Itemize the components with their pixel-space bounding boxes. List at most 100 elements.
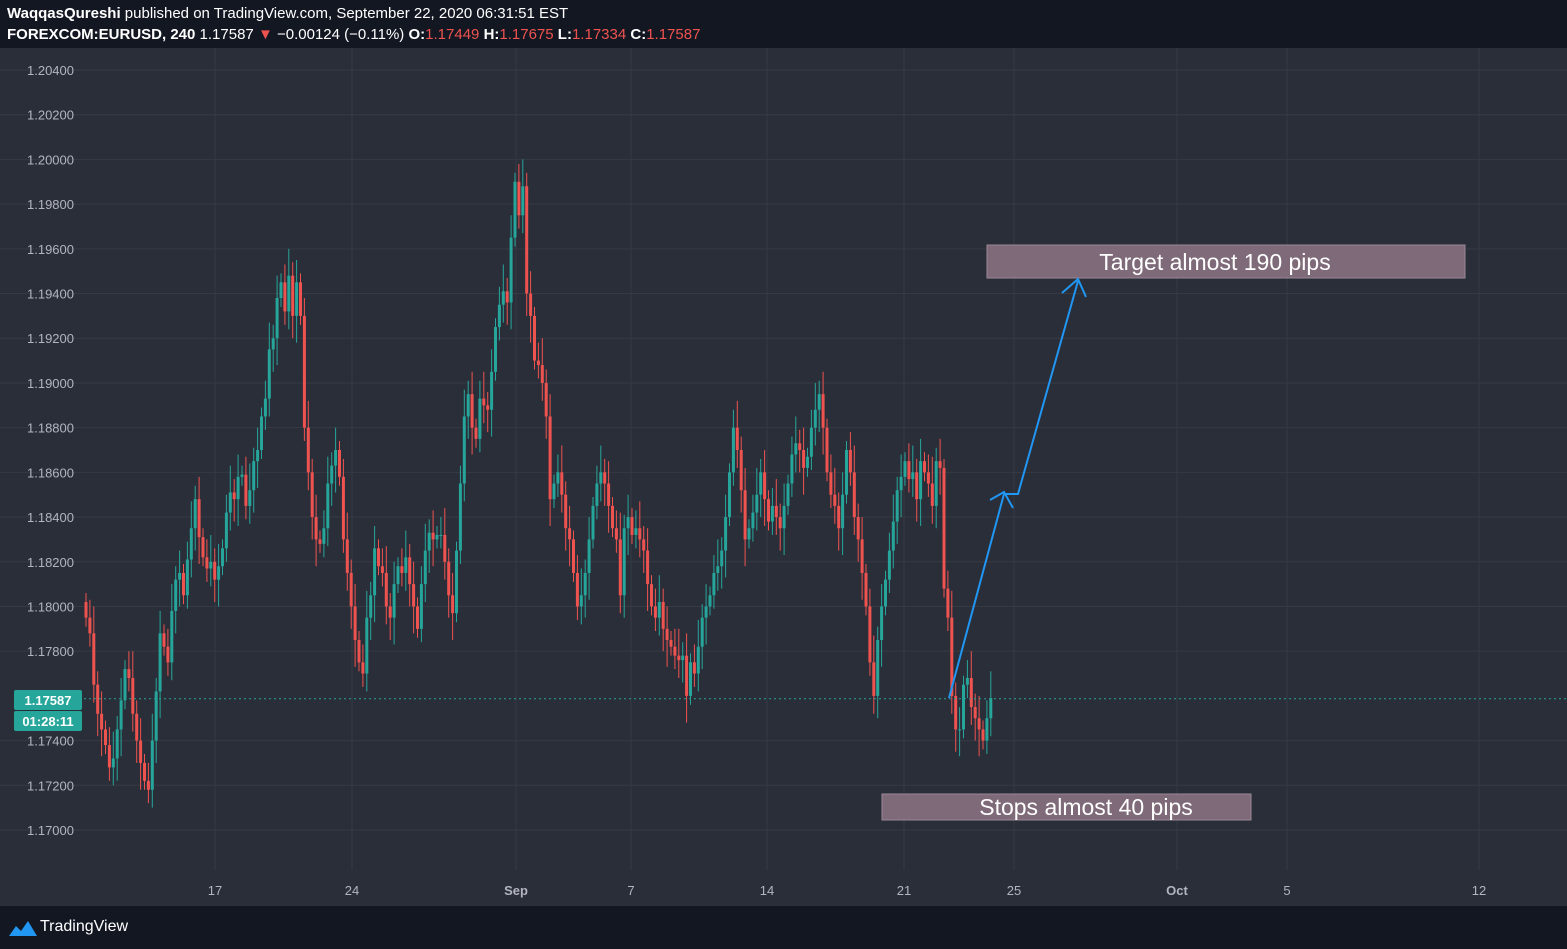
candle bbox=[852, 445, 856, 535]
candle-body bbox=[915, 472, 919, 500]
candle bbox=[404, 530, 408, 591]
y-tick-label: 1.18200 bbox=[27, 555, 74, 570]
candle bbox=[380, 548, 384, 587]
candle bbox=[942, 458, 946, 598]
candle-body bbox=[599, 472, 603, 484]
brand-name[interactable]: TradingView bbox=[40, 918, 129, 935]
candle-body bbox=[618, 539, 622, 596]
candle-body bbox=[848, 450, 852, 473]
y-tick-label: 1.19800 bbox=[27, 197, 74, 212]
candle bbox=[677, 628, 681, 678]
candle bbox=[419, 566, 423, 643]
candle bbox=[224, 494, 228, 562]
candle bbox=[708, 586, 712, 616]
candle bbox=[228, 465, 232, 531]
candle bbox=[724, 494, 728, 578]
candle bbox=[135, 700, 139, 763]
stop-box[interactable] bbox=[881, 793, 1252, 821]
candle-body bbox=[283, 282, 287, 312]
candle bbox=[809, 409, 813, 471]
candle-body bbox=[338, 450, 341, 477]
candle-body bbox=[92, 633, 96, 685]
candle-body bbox=[653, 606, 657, 618]
candle-body bbox=[84, 602, 88, 618]
footer: TradingView bbox=[0, 906, 1567, 949]
candle bbox=[361, 644, 365, 687]
candle bbox=[685, 633, 689, 723]
candle bbox=[700, 604, 704, 670]
y-tick-label: 1.17800 bbox=[27, 644, 74, 659]
candle-body bbox=[431, 532, 435, 540]
close-value: 1.17587 bbox=[646, 26, 701, 43]
candle bbox=[856, 503, 860, 562]
price-labels: 1.17587 01:28:11 bbox=[14, 690, 82, 731]
candle-body bbox=[408, 557, 412, 585]
candle-body bbox=[817, 394, 821, 410]
symbol-label[interactable]: FOREXCOM:EURUSD, 240 bbox=[7, 26, 196, 43]
candle-body bbox=[739, 450, 743, 491]
candle bbox=[544, 369, 548, 439]
candle bbox=[263, 380, 267, 430]
tradingview-logo-icon[interactable] bbox=[8, 918, 38, 938]
candle-body bbox=[626, 517, 630, 529]
author-name[interactable]: WaqqasQureshi bbox=[7, 5, 121, 22]
candle bbox=[626, 494, 630, 556]
candle-body bbox=[751, 512, 755, 529]
candle-body bbox=[833, 494, 837, 506]
candle-body bbox=[930, 483, 934, 506]
candle bbox=[934, 447, 938, 529]
candle-body bbox=[501, 291, 505, 305]
candle bbox=[119, 678, 123, 757]
candle bbox=[345, 512, 349, 591]
candle-body bbox=[490, 371, 494, 410]
candle-body bbox=[509, 237, 513, 303]
candle bbox=[817, 380, 821, 433]
candle-body bbox=[279, 282, 283, 298]
candle bbox=[478, 380, 482, 453]
candle bbox=[533, 306, 536, 370]
candle-body bbox=[224, 512, 228, 549]
candle bbox=[821, 371, 825, 455]
candle-body bbox=[197, 499, 201, 538]
candle-body bbox=[96, 684, 100, 714]
candle bbox=[669, 631, 673, 656]
countdown-text: 01:28:11 bbox=[22, 714, 73, 729]
candle bbox=[217, 543, 221, 607]
projection-arrow[interactable] bbox=[948, 280, 1079, 699]
candle bbox=[977, 695, 981, 757]
candle-body bbox=[384, 572, 388, 607]
candle bbox=[96, 671, 100, 737]
candle-body bbox=[205, 557, 209, 569]
candle bbox=[926, 454, 930, 497]
target-label: Target almost 190 pips bbox=[1099, 249, 1330, 275]
candle-body bbox=[884, 579, 887, 607]
candle-body bbox=[575, 572, 579, 607]
candle bbox=[572, 530, 575, 582]
price-chart[interactable]: 1.20400 1.20200 1.20000 1.19800 1.19600 1.194… bbox=[0, 48, 1567, 906]
candle bbox=[848, 432, 852, 486]
y-tick-label: 1.17000 bbox=[27, 823, 74, 838]
candle-body bbox=[104, 729, 107, 746]
candle-body bbox=[845, 450, 848, 495]
candle bbox=[497, 286, 501, 341]
candle-body bbox=[665, 628, 669, 640]
x-tick-label: Sep bbox=[504, 883, 528, 898]
candle bbox=[377, 539, 380, 576]
candle-body bbox=[716, 566, 720, 573]
candle bbox=[451, 572, 455, 640]
candle-body bbox=[357, 640, 361, 663]
open-label: O: bbox=[408, 26, 426, 43]
candle bbox=[131, 651, 135, 732]
candle-body bbox=[962, 684, 965, 730]
close-label: C: bbox=[630, 26, 647, 43]
candle bbox=[728, 463, 731, 526]
low-value: 1.17334 bbox=[571, 26, 627, 43]
candle-body bbox=[895, 490, 899, 522]
target-box[interactable] bbox=[986, 244, 1466, 279]
candle-body bbox=[240, 474, 244, 477]
candle bbox=[579, 568, 583, 625]
candle bbox=[950, 590, 954, 714]
candle-body bbox=[696, 646, 700, 674]
time-axis: 17 24 Sep 7 14 21 25 Oct 5 12 bbox=[208, 883, 1486, 898]
candle bbox=[587, 517, 591, 600]
